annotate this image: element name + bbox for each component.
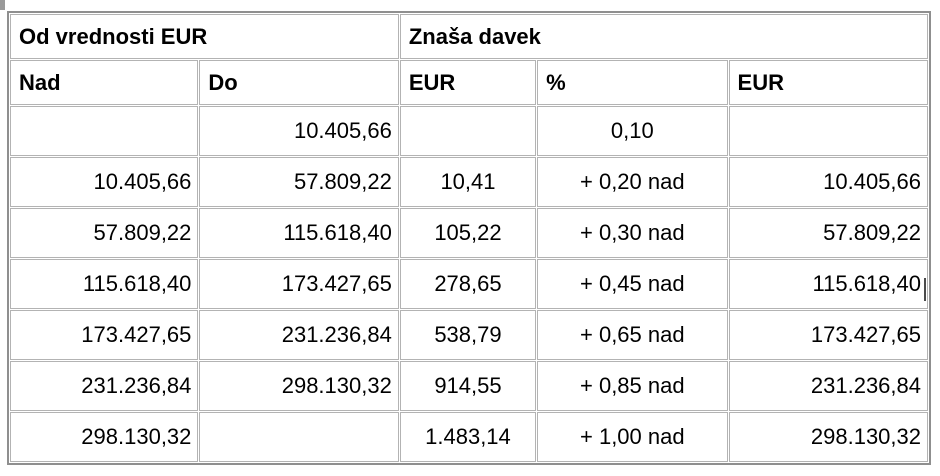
cell-eur-base[interactable]: 10,41	[399, 157, 537, 207]
header-group-row: Od vrednosti EUR Znaša davek	[10, 14, 928, 59]
cell-do[interactable]: 115.618,40	[199, 208, 399, 258]
column-header-eur-over[interactable]: EUR	[728, 60, 928, 105]
cell-nad[interactable]: 231.236,84	[10, 361, 199, 411]
cell-do[interactable]: 10.405,66	[199, 106, 399, 156]
cell-eur-over[interactable]: 173.427,65	[728, 310, 928, 360]
cell-eur-over[interactable]	[728, 106, 928, 156]
cell-nad[interactable]: 173.427,65	[10, 310, 199, 360]
cell-do[interactable]: 231.236,84	[199, 310, 399, 360]
cell-nad[interactable]: 10.405,66	[10, 157, 199, 207]
cell-nad[interactable]: 298.130,32	[10, 412, 199, 462]
cell-percent[interactable]: + 0,65 nad	[537, 310, 728, 360]
cell-eur-base[interactable]	[399, 106, 537, 156]
cell-percent[interactable]: + 0,20 nad	[537, 157, 728, 207]
cell-do[interactable]: 298.130,32	[199, 361, 399, 411]
cell-eur-base[interactable]: 538,79	[399, 310, 537, 360]
table-row: 173.427,65 231.236,84 538,79 + 0,65 nad …	[10, 310, 928, 360]
cell-do[interactable]: 173.427,65	[199, 259, 399, 309]
cell-eur-over[interactable]: 231.236,84	[728, 361, 928, 411]
column-header-nad[interactable]: Nad	[10, 60, 199, 105]
table-row: 298.130,32 1.483,14 + 1,00 nad 298.130,3…	[10, 412, 928, 462]
cell-eur-over[interactable]: 57.809,22	[728, 208, 928, 258]
cell-eur-base[interactable]: 1.483,14	[399, 412, 537, 462]
cell-do[interactable]: 57.809,22	[199, 157, 399, 207]
column-header-percent[interactable]: %	[537, 60, 728, 105]
table-row: 10.405,66 0,10	[10, 106, 928, 156]
cell-do[interactable]	[199, 412, 399, 462]
cell-eur-base[interactable]: 914,55	[399, 361, 537, 411]
column-header-eur-base[interactable]: EUR	[399, 60, 537, 105]
cell-nad[interactable]	[10, 106, 199, 156]
header-group-od-vrednosti[interactable]: Od vrednosti EUR	[10, 14, 399, 59]
cell-percent[interactable]: 0,10	[537, 106, 728, 156]
table-row: 231.236,84 298.130,32 914,55 + 0,85 nad …	[10, 361, 928, 411]
table-row: 115.618,40 173.427,65 278,65 + 0,45 nad …	[10, 259, 928, 309]
table-row: 10.405,66 57.809,22 10,41 + 0,20 nad 10.…	[10, 157, 928, 207]
header-group-znasa-davek[interactable]: Znaša davek	[399, 14, 928, 59]
cell-eur-base[interactable]: 278,65	[399, 259, 537, 309]
cell-percent[interactable]: + 0,30 nad	[537, 208, 728, 258]
cell-eur-over[interactable]: 10.405,66	[728, 157, 928, 207]
cell-nad[interactable]: 115.618,40	[10, 259, 199, 309]
cell-nad[interactable]: 57.809,22	[10, 208, 199, 258]
cell-eur-over[interactable]: 115.618,40	[728, 259, 928, 309]
table-row: 57.809,22 115.618,40 105,22 + 0,30 nad 5…	[10, 208, 928, 258]
cell-percent[interactable]: + 0,85 nad	[537, 361, 728, 411]
cell-eur-over[interactable]: 298.130,32	[728, 412, 928, 462]
cell-percent[interactable]: + 1,00 nad	[537, 412, 728, 462]
column-header-do[interactable]: Do	[199, 60, 399, 105]
cell-percent[interactable]: + 0,45 nad	[537, 259, 728, 309]
column-header-row: Nad Do EUR % EUR	[10, 60, 928, 105]
cell-eur-base[interactable]: 105,22	[399, 208, 537, 258]
text-cursor-artifact	[0, 0, 5, 10]
text-cursor	[924, 278, 926, 301]
tax-bracket-table: Od vrednosti EUR Znaša davek Nad Do EUR …	[7, 11, 931, 465]
